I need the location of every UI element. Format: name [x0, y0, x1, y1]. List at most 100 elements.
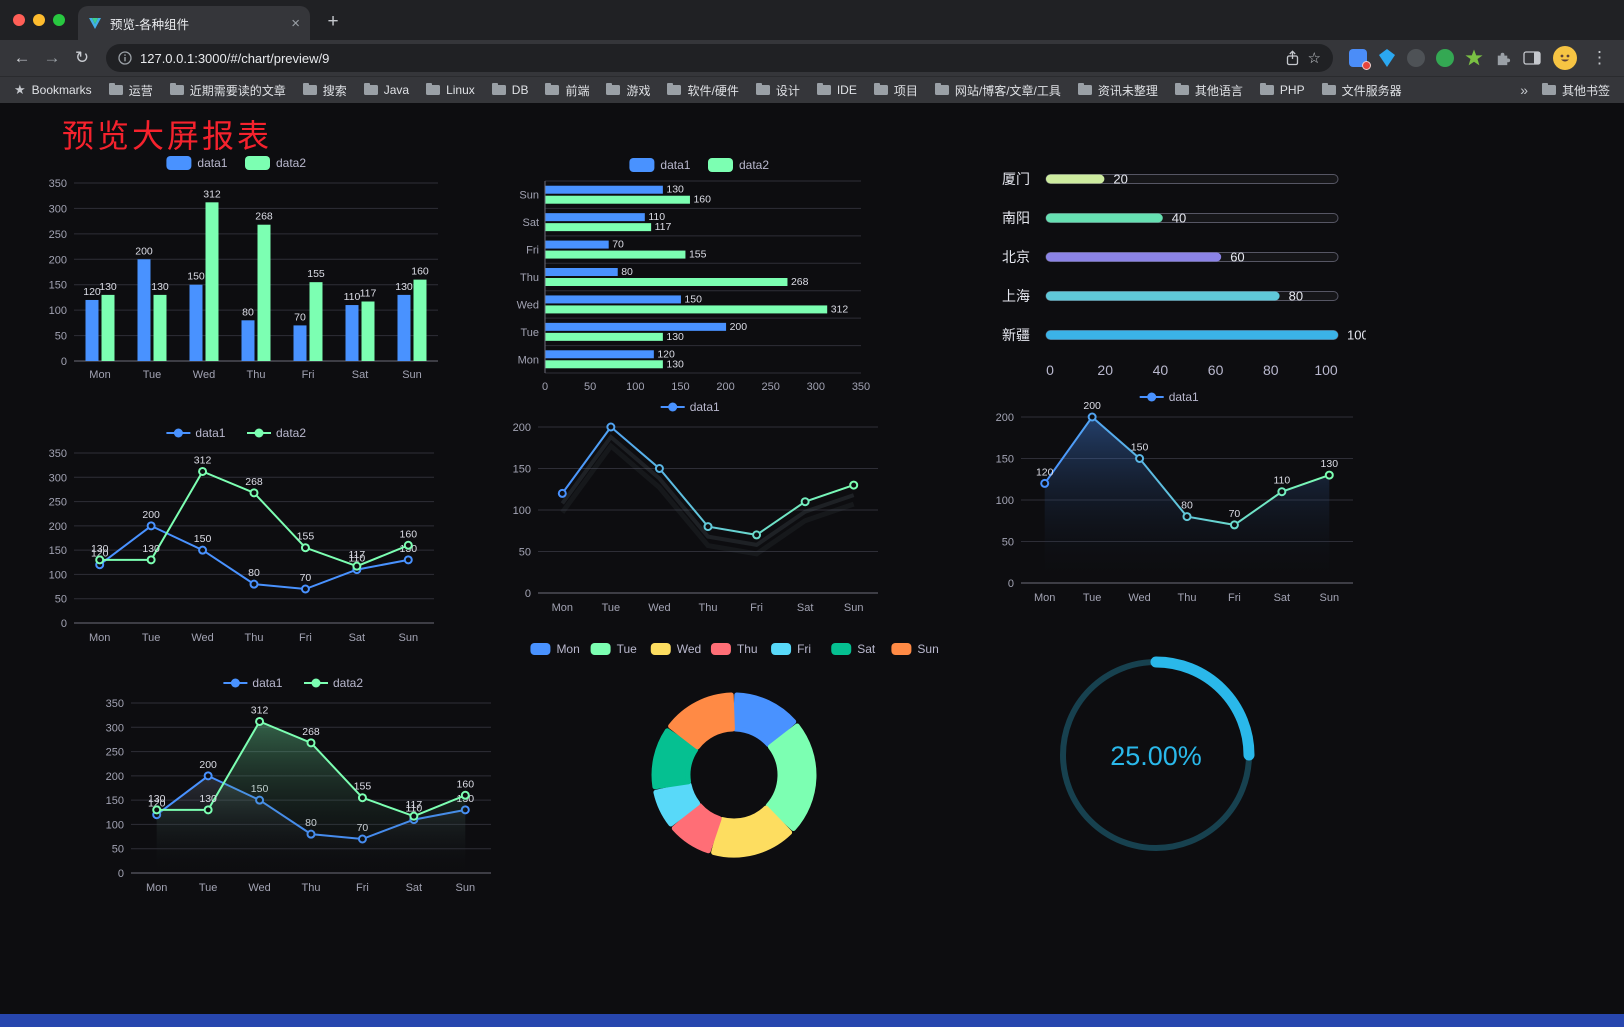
- bookmark-item[interactable]: 运营: [108, 82, 153, 99]
- svg-text:data2: data2: [333, 676, 363, 690]
- svg-text:Sun: Sun: [917, 642, 938, 656]
- tab-favicon: [89, 18, 101, 29]
- bookmark-item[interactable]: 搜索: [302, 82, 347, 99]
- bookmarks-right-group: » 其他书签: [1520, 82, 1610, 99]
- other-bookmarks-item[interactable]: 其他书签: [1541, 82, 1610, 99]
- svg-text:新疆: 新疆: [1002, 327, 1030, 343]
- svg-text:150: 150: [671, 381, 689, 393]
- bookmark-label: Java: [383, 83, 410, 97]
- svg-text:北京: 北京: [1002, 249, 1030, 265]
- bookmark-item[interactable]: 文件服务器: [1321, 82, 1402, 99]
- address-bar[interactable]: 127.0.0.1:3000/#/chart/preview/9 ☆: [106, 44, 1333, 72]
- extension-icon-grid[interactable]: [1349, 49, 1371, 70]
- svg-text:268: 268: [302, 726, 320, 738]
- bookmark-item[interactable]: PHP: [1259, 82, 1305, 99]
- svg-text:60: 60: [1208, 362, 1224, 378]
- svg-text:data1: data1: [197, 156, 227, 170]
- svg-text:Tue: Tue: [1083, 592, 1102, 604]
- bookmark-label: 其他语言: [1194, 83, 1243, 98]
- bookmark-item[interactable]: 项目: [873, 82, 918, 99]
- svg-text:Mon: Mon: [556, 642, 579, 656]
- close-window-button[interactable]: [13, 14, 25, 26]
- extension-icon-green-circle[interactable]: [1436, 49, 1454, 67]
- bookmark-item[interactable]: 前端: [545, 82, 589, 99]
- extension-icon-green-star[interactable]: [1465, 49, 1483, 67]
- side-panel-icon[interactable]: [1523, 49, 1541, 67]
- site-info-icon[interactable]: [118, 51, 132, 65]
- tab-close-icon[interactable]: ×: [291, 14, 300, 32]
- svg-text:70: 70: [1229, 508, 1241, 520]
- svg-text:155: 155: [297, 531, 315, 543]
- avatar-face-icon: [1560, 54, 1570, 62]
- svg-text:150: 150: [49, 280, 67, 292]
- svg-text:200: 200: [49, 521, 67, 533]
- forward-button[interactable]: →: [43, 48, 61, 67]
- bookmark-label: 搜索: [322, 83, 347, 98]
- svg-text:250: 250: [762, 381, 780, 393]
- svg-text:150: 150: [1131, 442, 1149, 454]
- svg-text:250: 250: [106, 747, 124, 759]
- svg-text:350: 350: [49, 178, 67, 190]
- folder-icon: [491, 82, 506, 95]
- folder-icon: [108, 82, 123, 95]
- profile-avatar[interactable]: [1553, 46, 1577, 70]
- fullscreen-window-button[interactable]: [53, 14, 65, 26]
- svg-text:110: 110: [348, 553, 365, 565]
- bookmark-item[interactable]: DB: [491, 82, 528, 99]
- svg-text:Fri: Fri: [750, 602, 763, 614]
- minimize-window-button[interactable]: [33, 14, 45, 26]
- svg-text:0: 0: [1046, 362, 1054, 378]
- svg-text:data1: data1: [690, 400, 720, 414]
- svg-text:150: 150: [996, 454, 1014, 466]
- svg-text:Sat: Sat: [406, 882, 423, 894]
- bookmark-item[interactable]: 近期需要读的文章: [169, 82, 286, 99]
- bookmark-item[interactable]: 网站/博客/文章/工具: [934, 82, 1061, 99]
- bookmark-label: 网站/博客/文章/工具: [954, 83, 1061, 98]
- svg-text:150: 150: [106, 795, 124, 807]
- svg-text:Thu: Thu: [520, 272, 539, 284]
- menu-icon[interactable]: ⋮: [1591, 48, 1608, 67]
- svg-text:117: 117: [360, 287, 377, 299]
- svg-text:Mon: Mon: [146, 882, 167, 894]
- bookmark-item[interactable]: 设计: [755, 82, 800, 99]
- svg-text:Fri: Fri: [797, 642, 811, 656]
- chart-line-area: data1 0 50 100 150 200 120 200 150 80 70 110 130 Mon T…: [975, 385, 1367, 613]
- share-icon[interactable]: [1285, 50, 1300, 66]
- svg-text:150: 150: [187, 271, 205, 283]
- svg-text:160: 160: [457, 778, 475, 790]
- svg-text:130: 130: [395, 281, 413, 293]
- folder-icon: [934, 82, 949, 95]
- bookmark-item[interactable]: Java: [363, 82, 410, 99]
- extensions-puzzle-icon[interactable]: [1494, 49, 1512, 67]
- notification-badge: [1362, 61, 1371, 70]
- svg-text:300: 300: [106, 722, 124, 734]
- svg-text:Wed: Wed: [1128, 592, 1150, 604]
- bookmark-item[interactable]: IDE: [816, 82, 857, 99]
- svg-text:Sun: Sun: [398, 632, 418, 644]
- bookmarks-overflow-icon[interactable]: »: [1520, 82, 1528, 98]
- bookmarks-root-item[interactable]: ★ Bookmarks: [14, 82, 92, 98]
- folder-icon: [169, 82, 184, 95]
- bookmark-item[interactable]: 游戏: [606, 82, 650, 99]
- svg-text:50: 50: [112, 844, 124, 856]
- bookmark-label: Linux: [446, 83, 475, 97]
- bookmark-item[interactable]: 资讯未整理: [1077, 82, 1158, 99]
- browser-tab[interactable]: 预览-各种组件 ×: [78, 6, 310, 40]
- bookmark-item[interactable]: Linux: [426, 82, 475, 99]
- svg-text:155: 155: [307, 268, 325, 280]
- new-tab-button[interactable]: +: [327, 11, 339, 32]
- extension-icon-dark-circle[interactable]: [1407, 49, 1425, 67]
- svg-text:130: 130: [199, 793, 217, 805]
- bookmark-label: 项目: [893, 83, 918, 98]
- back-button[interactable]: ←: [13, 48, 31, 67]
- reload-button[interactable]: ↻: [74, 48, 90, 67]
- svg-text:Thu: Thu: [1178, 592, 1197, 604]
- svg-text:130: 130: [148, 793, 166, 805]
- bookmark-item[interactable]: 其他语言: [1174, 82, 1243, 99]
- bookmark-item[interactable]: 软件/硬件: [667, 82, 739, 99]
- extension-icon-drop[interactable]: [1378, 49, 1396, 67]
- svg-text:Tue: Tue: [199, 882, 218, 894]
- bookmark-star-icon[interactable]: ☆: [1307, 50, 1321, 67]
- folder-icon: [816, 82, 831, 95]
- extension-icons: [1343, 49, 1547, 70]
